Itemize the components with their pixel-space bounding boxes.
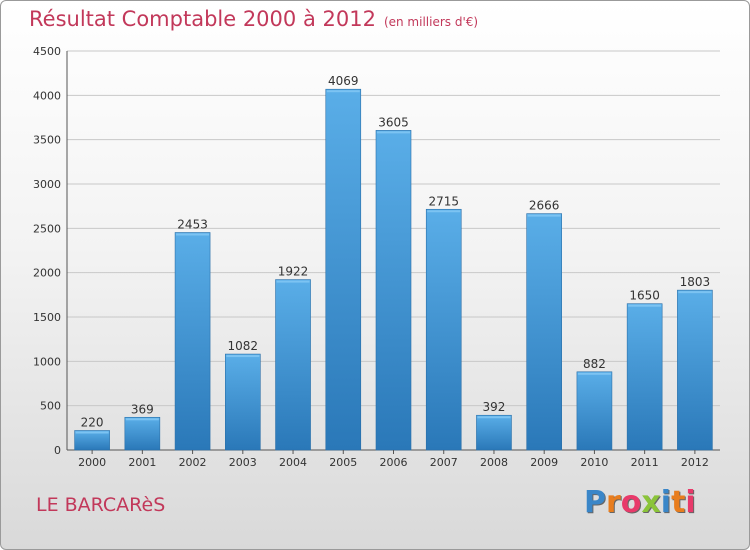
bar-2001[interactable]: [124, 416, 161, 451]
data-label-2011: 1650: [629, 289, 660, 303]
logo-letter: i: [685, 485, 696, 520]
bar-highlight: [326, 90, 360, 93]
bar-highlight: [176, 233, 210, 236]
bar-2008[interactable]: [476, 414, 512, 451]
x-tick-label: 2000: [78, 456, 106, 469]
bar-highlight: [427, 210, 461, 213]
bar-highlight: [125, 418, 159, 421]
bar-2007[interactable]: [425, 208, 462, 451]
data-label-2008: 392: [483, 400, 506, 414]
data-label-2002: 2453: [177, 218, 208, 232]
bar-2002[interactable]: [174, 232, 211, 451]
y-tick-label: 500: [40, 400, 61, 413]
x-tick-label: 2007: [430, 456, 458, 469]
bar-highlight: [226, 355, 260, 358]
y-axis: 0 500 1000 1500 2000 2500 3000 3500 4000 4500: [33, 45, 720, 457]
x-tick-label: 2009: [530, 456, 558, 469]
y-tick-label: 3500: [33, 134, 61, 147]
bar-2006[interactable]: [375, 130, 412, 451]
data-label-2010: 882: [583, 357, 606, 371]
bar-2004[interactable]: [275, 279, 311, 451]
logo-letter: o: [620, 485, 642, 520]
bar-2011[interactable]: [626, 303, 663, 451]
data-label-2000: 220: [81, 415, 104, 429]
x-axis: 2000 2001 2002 2003 2004 2005 2006 2007 2008 2009…: [78, 450, 709, 469]
data-label-2004: 1922: [278, 265, 309, 279]
bar-highlight: [678, 291, 712, 294]
logo-letter: P: [584, 485, 606, 520]
x-tick-label: 2008: [480, 456, 508, 469]
y-tick-label: 4500: [33, 45, 61, 58]
chart-title: Résultat Comptable 2000 à 2012 (en millie…: [29, 7, 478, 31]
data-label-2005: 4069: [328, 74, 359, 88]
data-label-2007: 2715: [428, 194, 459, 208]
chart-subtitle: (en milliers d'€): [383, 15, 479, 29]
x-tick-label: 2012: [681, 456, 709, 469]
data-label-2012: 1803: [680, 275, 711, 289]
y-tick-label: 3000: [33, 178, 61, 191]
y-tick-label: 0: [54, 444, 61, 457]
bar-highlight: [527, 214, 561, 217]
x-tick-label: 2011: [631, 456, 659, 469]
data-label-2009: 2666: [529, 199, 560, 213]
bar-highlight: [276, 280, 310, 283]
x-tick-label: 2005: [329, 456, 357, 469]
x-tick-label: 2004: [279, 456, 307, 469]
logo-letter: t: [671, 485, 686, 520]
x-tick-label: 2003: [229, 456, 257, 469]
x-tick-label: 2001: [128, 456, 156, 469]
bar-2003[interactable]: [225, 353, 261, 451]
x-tick-label: 2010: [580, 456, 608, 469]
bar-highlight: [477, 416, 511, 419]
data-label-2006: 3605: [378, 115, 409, 129]
y-tick-label: 1500: [33, 311, 61, 324]
logo-letter: i: [660, 485, 672, 520]
y-tick-label: 2000: [33, 267, 61, 280]
y-tick-label: 4000: [33, 89, 61, 102]
chart-title-text: Résultat Comptable 2000 à 2012: [29, 7, 376, 31]
bar-2009[interactable]: [526, 213, 562, 451]
bars: 220 369 2453 1082 1922 4069 3605 2715 392 2666 882…: [74, 74, 713, 451]
proxiti-logo[interactable]: Proxiti: [584, 485, 696, 520]
bar-2010[interactable]: [576, 371, 613, 451]
logo-letter: r: [606, 485, 621, 520]
bar-highlight: [628, 304, 662, 307]
y-tick-label: 1000: [33, 355, 61, 368]
bar-2005[interactable]: [325, 88, 362, 451]
bar-highlight: [577, 372, 611, 375]
x-tick-label: 2002: [179, 456, 207, 469]
bar-highlight: [377, 131, 410, 134]
data-label-2003: 1082: [228, 339, 259, 353]
y-tick-label: 2500: [33, 222, 61, 235]
logo-letter: x: [641, 485, 661, 520]
commune-name: LE BARCARèS: [36, 494, 166, 516]
bar-highlight: [75, 431, 109, 434]
data-label-2001: 369: [131, 402, 154, 416]
bar-2012[interactable]: [677, 289, 713, 451]
x-tick-label: 2006: [380, 456, 408, 469]
